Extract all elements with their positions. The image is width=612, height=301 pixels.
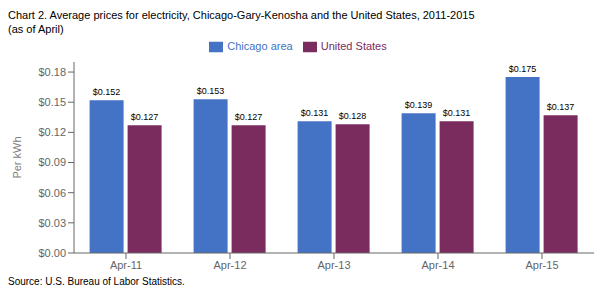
svg-text:$0.06: $0.06	[38, 187, 66, 199]
svg-text:$0.152: $0.152	[93, 87, 121, 97]
svg-text:Apr-14: Apr-14	[421, 259, 454, 271]
svg-text:$0.175: $0.175	[509, 64, 537, 74]
svg-text:$0.153: $0.153	[197, 86, 225, 96]
svg-text:Apr-15: Apr-15	[525, 259, 558, 271]
svg-text:Apr-11: Apr-11	[110, 259, 142, 271]
svg-text:$0.09: $0.09	[38, 156, 66, 168]
svg-text:$0.127: $0.127	[235, 112, 263, 122]
svg-text:$0.131: $0.131	[443, 108, 471, 118]
svg-text:$0.128: $0.128	[339, 111, 367, 121]
svg-text:$0.15: $0.15	[38, 96, 66, 108]
html-text:Source: U.S. Bureau of Labor S: Source: U.S. Bureau of Labor Statistics.	[8, 276, 185, 287]
svg-text:Per kWh: Per kWh	[11, 136, 23, 178]
svg-text:Apr-13: Apr-13	[317, 259, 350, 271]
html-text:Chart 2. Average prices for el: Chart 2. Average prices for electricity,…	[8, 9, 475, 21]
svg-text:$0.127: $0.127	[131, 112, 159, 122]
svg-text:$0.131: $0.131	[301, 108, 329, 118]
svg-text:$0.00: $0.00	[38, 247, 66, 259]
html-text:United States: United States	[320, 40, 387, 52]
svg-text:$0.12: $0.12	[38, 126, 66, 138]
svg-text:$0.137: $0.137	[547, 102, 575, 112]
svg-text:$0.139: $0.139	[405, 100, 433, 110]
html-text:Chicago area: Chicago area	[227, 40, 293, 52]
svg-text:Apr-12: Apr-12	[213, 259, 246, 271]
svg-text:$0.03: $0.03	[38, 217, 66, 229]
svg-text:$0.18: $0.18	[38, 66, 66, 78]
html-text:(as of April): (as of April)	[8, 23, 64, 35]
